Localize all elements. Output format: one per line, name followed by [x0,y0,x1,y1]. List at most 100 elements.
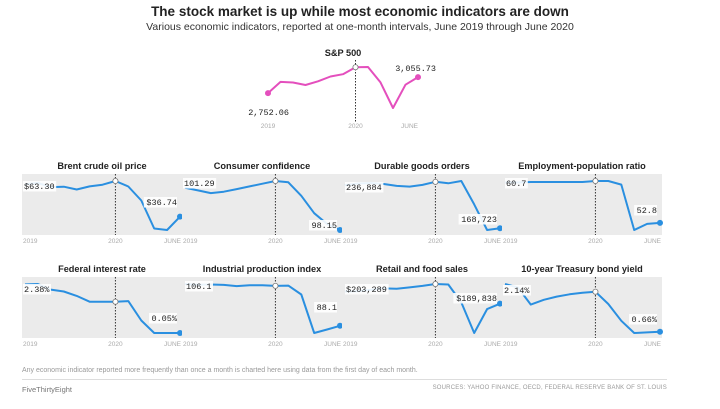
tick-label: 2019 [183,341,198,348]
panel-title: Brent crude oil price [57,161,146,171]
tick-label: 2020 [348,123,363,130]
tick-label: 2020 [588,341,603,348]
end-value-label-bg [629,314,657,325]
end-point [337,322,343,329]
series-line [267,66,419,109]
jan-2020-point [352,64,359,71]
tick-label: 2019 [343,341,358,348]
end-value-label: $36.74 [146,198,177,208]
end-value-label-group: $189,838 [453,293,497,304]
panel-title: Industrial production index [203,264,322,274]
tick-label: 2019 [183,238,198,245]
brand-label: FiveThirtyEight [22,385,73,394]
jan-2020-point [272,177,279,184]
end-value-label-group: 0.66% [629,314,658,325]
end-value-label-group: 98.15 [309,220,337,231]
end-value-label-bg [309,220,337,231]
end-value-label: 52.8 [637,206,657,216]
end-point [177,330,183,336]
end-value-label-bg [143,197,177,208]
footer-divider [22,379,667,380]
tick-label: 2020 [268,238,283,245]
end-value-label-group: 88.1 [314,302,337,313]
tick-label: 2020 [588,238,603,245]
end-point [497,300,503,307]
tick-label: 2020 [108,341,123,348]
tick-label: JUNE [644,341,662,348]
footnote: Any economic indicator reported more fre… [22,367,418,374]
jan-2020-point [272,282,279,289]
tick-label: JUNE [644,238,662,245]
end-value-label: 88.1 [317,303,337,313]
start-value-label-bg [23,284,51,295]
jan-2020-point [112,298,119,305]
start-value-label-bg [503,285,531,296]
start-value-label: $203,289 [346,285,387,295]
jan-2020-point [592,288,599,295]
start-value-label-group: 2,752.06 [248,108,289,118]
end-value-label: 3,055.73 [395,64,436,74]
end-value-label-bg [314,302,337,313]
start-value-label-bg [23,181,57,192]
end-point [337,227,343,233]
series-line [504,283,661,334]
start-value-label: 2.14% [504,286,530,296]
tick-label: JUNE [164,341,182,348]
tick-label: 2019 [23,238,38,245]
end-value-label-group: 168,723 [458,214,497,225]
end-value-label: 0.66% [631,315,657,325]
series-line [184,180,341,231]
start-value-label-bg [183,178,217,189]
end-value-label-bg [634,205,657,216]
start-value-label-group: 106.1 [185,281,213,292]
tick-label: 2020 [428,238,443,245]
panel-title: Consumer confidence [214,161,311,171]
chart-title: The stock market is up while most econom… [151,4,569,19]
start-value-label-group: 236,884 [345,182,384,193]
tick-label: 2019 [261,123,276,130]
jan-2020-point [432,280,439,287]
end-value-label-group: 3,055.73 [395,64,436,74]
end-point [657,328,663,335]
sources-label: SOURCES: YAHOO FINANCE, OECD, FEDERAL RE… [432,385,667,391]
panel-title: S&P 500 [325,48,362,58]
end-value-label-bg [453,293,497,304]
tick-label: 2019 [343,238,358,245]
tick-label: JUNE [484,341,502,348]
panel-background [502,174,662,235]
start-value-label-bg [505,178,528,189]
start-value-label: 106.1 [186,282,212,292]
start-value-label-bg [345,284,389,295]
end-value-label: 0.05% [151,314,177,324]
start-value-label-group: $63.30 [23,181,57,192]
start-value-label: 60.7 [506,179,526,189]
jan-2020-point [592,177,599,184]
start-value-label-group: 2.38% [23,284,51,295]
start-value-label: 101.29 [184,179,215,189]
tick-label: 2020 [428,341,443,348]
jan-2020-point [112,177,119,184]
end-point [177,213,183,220]
tick-label: JUNE [401,123,419,130]
start-value-label: 2.38% [24,285,50,295]
end-value-label-group: $36.74 [143,197,177,208]
tick-label: 2020 [108,238,123,245]
tick-label: JUNE [164,238,182,245]
end-point [415,74,421,81]
tick-label: 2019 [23,341,38,348]
start-value-label-group: 60.7 [505,178,528,189]
tick-label: 2020 [268,341,283,348]
panel-title: 10-year Treasury bond yield [521,264,643,274]
tick-label: JUNE [484,238,502,245]
panel-title: Retail and food sales [376,264,468,274]
start-value-label: $63.30 [24,182,55,192]
start-value-label-bg [345,182,384,193]
end-point [497,225,503,232]
end-point [657,219,663,226]
tick-label: 2019 [503,341,518,348]
start-value-label-group: 101.29 [183,178,217,189]
start-value-label: 236,884 [346,183,382,193]
panel-title: Employment-population ratio [518,161,646,171]
end-value-label-bg [458,214,497,225]
